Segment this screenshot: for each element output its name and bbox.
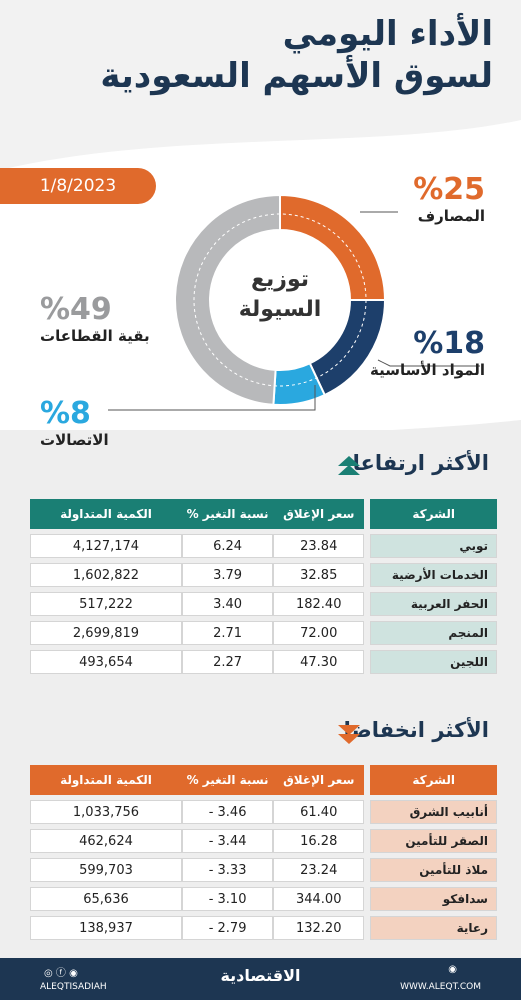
- cell-change: 3.33 -: [182, 858, 274, 882]
- cell-close: 47.30: [273, 650, 365, 674]
- donut-inner-ring: [193, 213, 367, 387]
- cell-close: 344.00: [273, 887, 365, 911]
- facebook-icon[interactable]: ⓕ: [55, 968, 66, 979]
- cell-change: 2.71: [182, 621, 274, 645]
- cell-volume: 462,624: [30, 829, 182, 853]
- slice-pct-telecom: %8: [40, 396, 91, 431]
- table-row: أنابيب الشرق 61.40 3.46 -1,033,756: [30, 800, 497, 824]
- donut-center-line2: السيولة: [238, 297, 322, 322]
- table-row: الصقر للتأمين 16.28 3.44 -462,624: [30, 829, 497, 853]
- social-handle[interactable]: ALEQTISADIAH: [40, 982, 107, 992]
- cell-volume: 4,127,174: [30, 534, 182, 558]
- cell-company: الحفر العربية: [370, 592, 497, 616]
- cell-volume: 1,602,822: [30, 563, 182, 587]
- fall-table-header: الشركة سعر الإغلاق نسبة التغير % الكمية …: [30, 765, 497, 795]
- rise-section-title: الأكثر ارتفاعا: [352, 451, 489, 475]
- cell-close: 23.24: [273, 858, 365, 882]
- instagram-icon[interactable]: ◎: [44, 968, 53, 979]
- table-row: سدافكو 344.00 3.10 -65,636: [30, 887, 497, 911]
- slice-name-telecom: الاتصالات: [40, 431, 109, 449]
- table-row: رعاية 132.20 2.79 -138,937: [30, 916, 497, 940]
- cell-close: 182.40: [273, 592, 365, 616]
- slice-pct-materials: %18: [413, 326, 485, 361]
- slice-name-materials: المواد الأساسية: [370, 361, 485, 379]
- col-close: سعر الإغلاق: [273, 765, 365, 795]
- website-link[interactable]: WWW.ALEQT.COM: [400, 982, 481, 992]
- slice-label-banks: %25 المصارف: [413, 172, 485, 225]
- cell-volume: 1,033,756: [30, 800, 182, 824]
- twitter-icon[interactable]: ◉: [69, 968, 78, 979]
- table-row: الخدمات الأرضية 32.85 3.79 1,602,822: [30, 563, 497, 587]
- slice-label-telecom: %8 الاتصالات: [40, 396, 109, 449]
- cell-company: رعاية: [370, 916, 497, 940]
- chevron-up-icon: [338, 456, 360, 475]
- cell-company: الصقر للتأمين: [370, 829, 497, 853]
- cell-volume: 2,699,819: [30, 621, 182, 645]
- brand-logo: الاقتصادية: [220, 966, 301, 985]
- col-close: سعر الإغلاق: [273, 499, 365, 529]
- cell-change: 6.24: [182, 534, 274, 558]
- cell-close: 23.84: [273, 534, 365, 558]
- cell-close: 61.40: [273, 800, 365, 824]
- cell-change: 3.46 -: [182, 800, 274, 824]
- col-volume: الكمية المتداولة: [30, 499, 182, 529]
- donut-center-line1: توزيع: [250, 267, 309, 292]
- cell-volume: 493,654: [30, 650, 182, 674]
- cell-close: 16.28: [273, 829, 365, 853]
- cell-company: توبي: [370, 534, 497, 558]
- cell-close: 72.00: [273, 621, 365, 645]
- rise-table: الشركة سعر الإغلاق نسبة التغير % الكمية …: [30, 494, 497, 679]
- date-badge: 1/8/2023: [0, 168, 156, 204]
- cell-company: ملاذ للتأمين: [370, 858, 497, 882]
- col-change: نسبة التغير %: [182, 499, 274, 529]
- table-row: اللجين 47.30 2.27 493,654: [30, 650, 497, 674]
- liquidity-donut-chart: [174, 193, 387, 406]
- slice-name-others: بقية القطاعات: [40, 327, 150, 345]
- slice-pct-others: %49: [40, 292, 112, 327]
- cell-company: اللجين: [370, 650, 497, 674]
- background-swoosh: [0, 0, 521, 470]
- cell-close: 132.20: [273, 916, 365, 940]
- cell-change: 3.44 -: [182, 829, 274, 853]
- cell-change: 2.27: [182, 650, 274, 674]
- donut-slice-3: [174, 193, 281, 406]
- slice-label-others: %49 بقية القطاعات: [40, 292, 150, 345]
- cell-change: 3.40: [182, 592, 274, 616]
- cell-change: 3.10 -: [182, 887, 274, 911]
- cell-close: 32.85: [273, 563, 365, 587]
- cell-company: الخدمات الأرضية: [370, 563, 497, 587]
- fall-table: الشركة سعر الإغلاق نسبة التغير % الكمية …: [30, 760, 497, 945]
- social-icons: ◎ ⓕ ◉: [44, 964, 78, 979]
- table-row: توبي 23.84 6.24 4,127,174: [30, 534, 497, 558]
- col-change: نسبة التغير %: [182, 765, 274, 795]
- cell-volume: 65,636: [30, 887, 182, 911]
- rise-table-header: الشركة سعر الإغلاق نسبة التغير % الكمية …: [30, 499, 497, 529]
- cell-volume: 517,222: [30, 592, 182, 616]
- cell-company: المنجم: [370, 621, 497, 645]
- table-row: الحفر العربية 182.40 3.40 517,222: [30, 592, 497, 616]
- cell-company: سدافكو: [370, 887, 497, 911]
- table-row: ملاذ للتأمين 23.24 3.33 -599,703: [30, 858, 497, 882]
- fall-section-title: الأكثر انخفاضا: [343, 718, 489, 742]
- slice-name-banks: المصارف: [417, 207, 485, 225]
- cell-change: 3.79: [182, 563, 274, 587]
- cell-volume: 599,703: [30, 858, 182, 882]
- slice-label-materials: %18 المواد الأساسية: [370, 326, 485, 379]
- chevron-down-icon: [338, 725, 360, 744]
- cell-volume: 138,937: [30, 916, 182, 940]
- footer-bar: ◎ ⓕ ◉ ALEQTISADIAH الاقتصادية ◉ WWW.ALEQ…: [0, 958, 521, 1000]
- table-row: المنجم 72.00 2.71 2,699,819: [30, 621, 497, 645]
- cell-change: 2.79 -: [182, 916, 274, 940]
- donut-center-label: توزيع السيولة: [210, 265, 350, 325]
- slice-pct-banks: %25: [413, 172, 485, 207]
- cell-company: أنابيب الشرق: [370, 800, 497, 824]
- leader-lines: [108, 211, 480, 411]
- col-company: الشركة: [370, 499, 497, 529]
- page-title-line1: الأداء اليومي: [282, 14, 493, 54]
- col-company: الشركة: [370, 765, 497, 795]
- page-title-line2: لسوق الأسهم السعودية: [100, 56, 493, 96]
- web-icon: ◉: [448, 964, 457, 975]
- col-volume: الكمية المتداولة: [30, 765, 182, 795]
